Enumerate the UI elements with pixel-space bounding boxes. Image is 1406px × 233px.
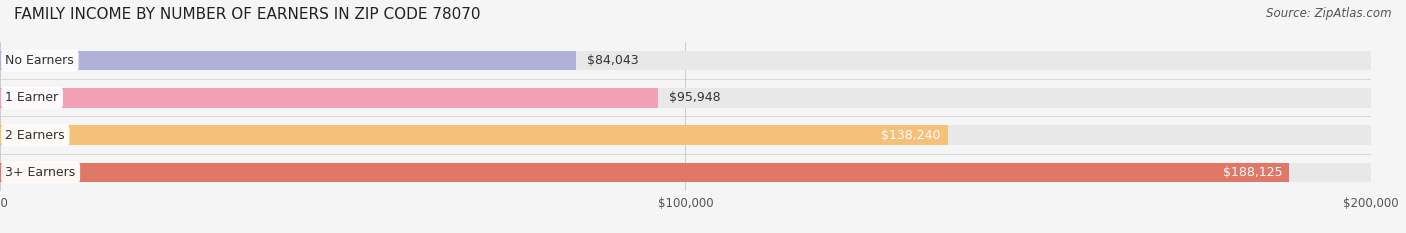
Bar — [0, 88, 658, 108]
Text: No Earners: No Earners — [6, 54, 75, 67]
Text: 3+ Earners: 3+ Earners — [6, 166, 76, 179]
Text: $95,948: $95,948 — [669, 91, 720, 104]
Text: $188,125: $188,125 — [1223, 166, 1282, 179]
Text: FAMILY INCOME BY NUMBER OF EARNERS IN ZIP CODE 78070: FAMILY INCOME BY NUMBER OF EARNERS IN ZI… — [14, 7, 481, 22]
Bar — [0, 125, 948, 145]
Text: $138,240: $138,240 — [882, 129, 941, 142]
Bar — [0, 125, 1371, 145]
Text: $84,043: $84,043 — [588, 54, 638, 67]
Text: Source: ZipAtlas.com: Source: ZipAtlas.com — [1267, 7, 1392, 20]
Text: 2 Earners: 2 Earners — [6, 129, 65, 142]
Bar — [0, 163, 1289, 182]
Bar — [0, 163, 1371, 182]
Bar — [0, 88, 1371, 108]
Bar — [0, 51, 576, 70]
Text: 1 Earner: 1 Earner — [6, 91, 59, 104]
Bar — [0, 51, 1371, 70]
